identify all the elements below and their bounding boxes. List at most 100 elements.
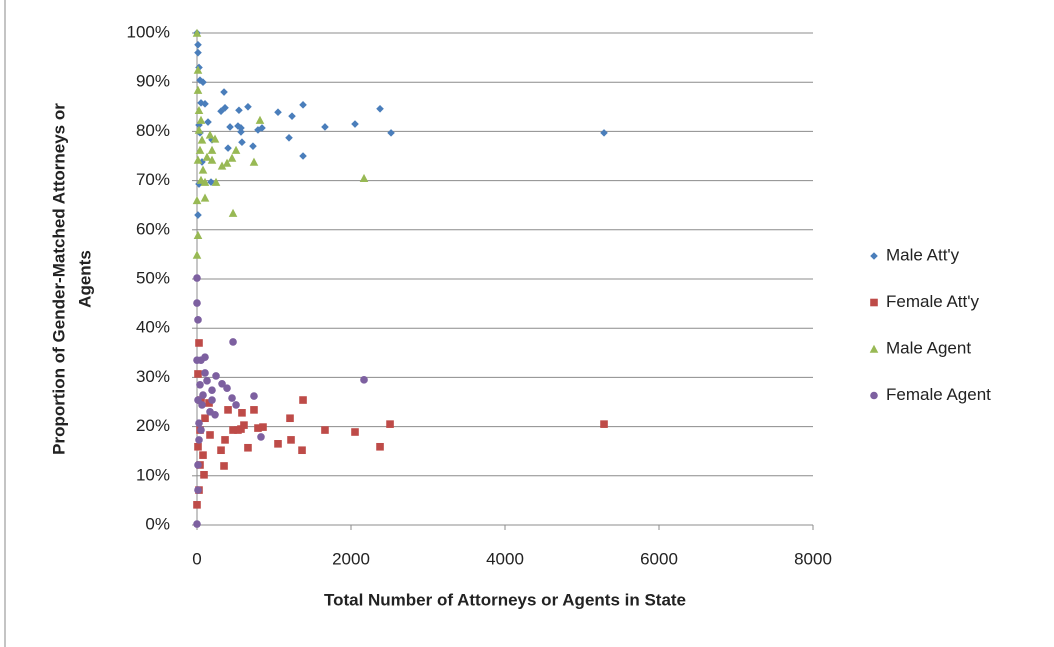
point — [250, 406, 258, 414]
y-tick-label: 60% — [136, 219, 170, 238]
point — [224, 144, 232, 152]
point — [249, 157, 259, 166]
point — [194, 370, 202, 378]
point — [217, 107, 225, 116]
point — [223, 384, 231, 393]
point — [221, 103, 229, 112]
point — [194, 461, 202, 469]
point — [220, 88, 228, 96]
point — [224, 406, 232, 414]
point — [254, 424, 262, 432]
point — [211, 410, 219, 419]
point — [321, 426, 329, 434]
point — [212, 372, 220, 380]
y-tick-label: 80% — [136, 121, 170, 140]
point — [240, 421, 248, 429]
point — [205, 399, 213, 407]
point — [274, 440, 282, 448]
point — [193, 65, 203, 74]
point — [351, 120, 359, 128]
point — [195, 63, 203, 72]
point — [238, 138, 246, 147]
legend-label: Male Agent — [886, 338, 971, 357]
point — [360, 376, 368, 384]
point — [194, 211, 202, 219]
point — [208, 386, 216, 394]
point — [244, 443, 252, 452]
point — [199, 451, 207, 459]
point — [207, 178, 215, 186]
point — [238, 409, 246, 417]
point — [194, 316, 202, 324]
point — [288, 112, 296, 120]
point — [193, 299, 201, 307]
point — [199, 391, 207, 399]
point — [321, 123, 329, 131]
point — [258, 124, 266, 132]
point — [193, 501, 201, 509]
point — [220, 462, 228, 470]
point — [196, 380, 204, 389]
point — [227, 153, 237, 162]
point — [200, 471, 208, 479]
point — [254, 126, 262, 134]
point — [376, 104, 384, 113]
point — [359, 173, 369, 182]
point — [200, 193, 210, 202]
legend-label: Female Att'y — [886, 292, 980, 311]
point — [287, 436, 295, 444]
point — [198, 165, 208, 174]
point — [195, 180, 203, 188]
point — [351, 428, 359, 436]
legend-swatch — [870, 252, 878, 260]
point — [211, 177, 221, 186]
legend-label: Male Att'y — [886, 245, 960, 264]
point — [197, 426, 205, 434]
point — [208, 396, 216, 404]
point — [228, 394, 236, 402]
point — [205, 130, 215, 139]
point — [195, 419, 203, 427]
point — [232, 401, 240, 409]
point — [201, 414, 209, 423]
x-axis-title: Total Number of Attorneys or Agents in S… — [324, 590, 686, 609]
point — [286, 414, 294, 423]
point — [386, 420, 394, 428]
y-tick-label: 0% — [145, 514, 170, 533]
y-tick-label: 70% — [136, 170, 170, 189]
point — [257, 433, 265, 441]
x-tick-label: 4000 — [486, 549, 524, 568]
point — [199, 78, 207, 86]
point — [222, 158, 232, 167]
point — [221, 436, 229, 444]
y-tick-label: 10% — [136, 465, 170, 484]
y-axis-title-line: Proportion of Gender-Matched Attorneys o… — [49, 103, 68, 455]
x-tick-label: 6000 — [640, 549, 678, 568]
point — [600, 420, 608, 428]
point — [218, 379, 226, 388]
point — [299, 101, 307, 109]
y-tick-label: 100% — [127, 22, 170, 41]
x-tick-label: 2000 — [332, 549, 370, 568]
point — [198, 158, 206, 166]
legend-swatch — [869, 344, 879, 353]
point — [208, 135, 216, 144]
x-tick-label: 8000 — [794, 549, 832, 568]
point — [193, 274, 201, 282]
point — [229, 338, 237, 346]
chart-frame — [4, 0, 6, 647]
point — [194, 41, 202, 49]
point — [274, 108, 282, 117]
legend-swatch — [870, 391, 878, 400]
point — [249, 142, 257, 150]
point — [299, 396, 307, 404]
point — [229, 426, 237, 434]
point — [203, 377, 211, 385]
point — [193, 520, 201, 528]
y-tick-label: 20% — [136, 416, 170, 435]
point — [194, 486, 202, 494]
point — [226, 123, 234, 131]
point — [235, 106, 243, 115]
point — [195, 145, 205, 154]
